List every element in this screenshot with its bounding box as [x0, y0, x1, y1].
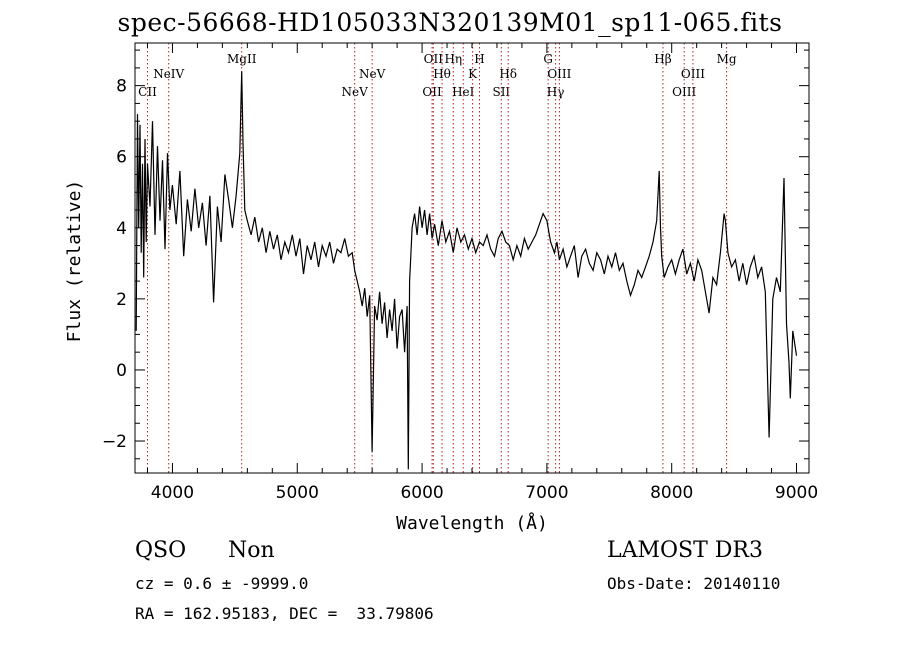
object-class: QSO	[135, 538, 187, 563]
line-label-17: Hβ	[654, 52, 671, 66]
line-label-4: NeV	[359, 67, 386, 81]
line-label-16: OIII	[547, 67, 571, 81]
observation-date: Obs-Date: 20140110	[607, 574, 781, 593]
spectrum-series-0	[135, 71, 798, 470]
x-tick-label-4: 8000	[650, 483, 693, 503]
line-label-6: OII	[424, 52, 444, 66]
object-subclass: Non	[228, 538, 275, 563]
x-axis-label: Wavelength (Å)	[396, 512, 548, 534]
spectral-lines: CIINeIVMgIINeVNeVOIIOIIHθHηHeIKHSIIHδGHγ…	[138, 43, 737, 473]
line-label-13: Hδ	[499, 67, 517, 81]
line-label-11: H	[474, 52, 484, 66]
redshift-cz: cz = 0.6 ± -9999.0	[135, 574, 309, 593]
line-label-18: OIII	[672, 85, 696, 99]
x-tick-label-0: 4000	[151, 483, 194, 503]
line-label-5: OII	[422, 85, 442, 99]
x-tick-label-5: 9000	[775, 483, 818, 503]
line-label-2: MgII	[227, 52, 257, 66]
line-label-12: SII	[492, 85, 510, 99]
x-tick-label-1: 5000	[276, 483, 319, 503]
line-label-9: HeI	[452, 85, 475, 99]
x-tick-label-3: 7000	[525, 483, 568, 503]
y-axis-label: Flux (relative)	[64, 180, 85, 343]
line-label-3: NeV	[342, 85, 369, 99]
y-tick-label-5: 8	[116, 77, 127, 97]
line-label-0: CII	[138, 85, 157, 99]
y-tick-label-4: 6	[116, 148, 127, 168]
axes: 4000 5000 6000 7000 8000 9000 −2 0 2 4 6 8	[102, 42, 818, 503]
line-label-15: Hγ	[547, 85, 565, 99]
x-tick-label-2: 6000	[400, 483, 443, 503]
y-tick-label-1: 0	[116, 361, 127, 381]
survey-name: LAMOST DR3	[607, 538, 763, 563]
coordinates: RA = 162.95183, DEC = 33.79806	[135, 604, 434, 623]
line-label-19: OIII	[681, 67, 705, 81]
line-label-8: Hη	[444, 52, 462, 66]
chart-title: spec-56668-HD105033N320139M01_sp11-065.f…	[117, 8, 783, 37]
plot-frame	[134, 42, 810, 474]
spectrum-trace	[135, 71, 798, 470]
line-label-10: K	[468, 67, 478, 81]
line-label-20: Mg	[717, 52, 737, 66]
y-tick-label-3: 4	[116, 219, 127, 239]
line-label-1: NeIV	[153, 67, 184, 81]
y-tick-label-0: −2	[102, 432, 127, 452]
line-label-7: Hθ	[433, 67, 451, 81]
y-tick-label-2: 2	[116, 290, 127, 310]
line-label-14: G	[543, 52, 553, 66]
